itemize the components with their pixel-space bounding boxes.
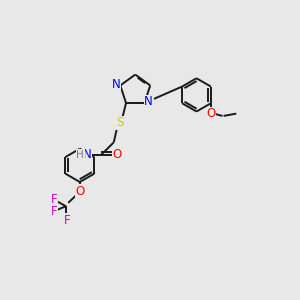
Text: S: S [116, 116, 123, 129]
Text: N: N [83, 148, 92, 161]
Text: H: H [76, 150, 84, 160]
Text: N: N [144, 95, 153, 108]
Text: F: F [51, 193, 57, 206]
Text: O: O [206, 107, 215, 120]
Text: O: O [112, 148, 122, 161]
Text: N: N [112, 78, 121, 91]
Text: O: O [75, 185, 85, 198]
Text: F: F [64, 214, 70, 226]
Text: F: F [51, 205, 57, 218]
